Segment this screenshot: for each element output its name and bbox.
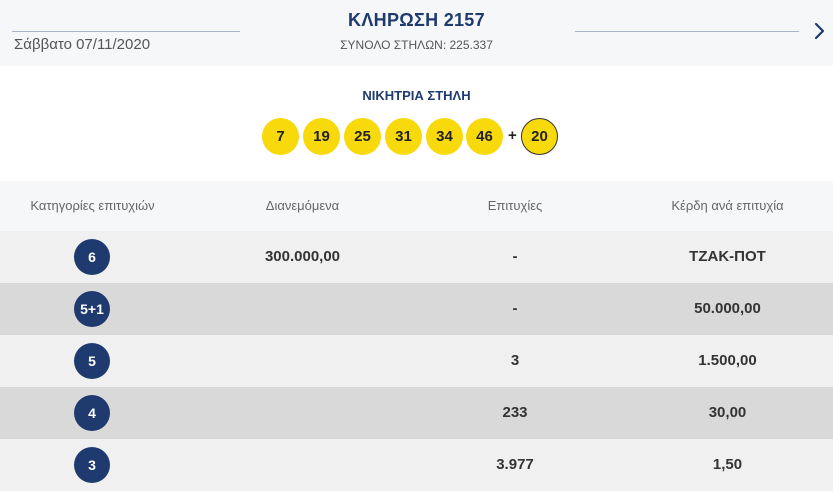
prize-table: Κατηγορίες επιτυχιών Διανεμόμενα Επιτυχί… [0, 181, 833, 491]
number-ball: 31 [385, 118, 422, 155]
winners-value: 3.977 [496, 456, 534, 473]
number-ball: 34 [426, 118, 463, 155]
prize-value: 50.000,00 [694, 300, 761, 317]
draw-header: ΚΛΗΡΩΣΗ 2157 Σάββατο 07/11/2020 ΣΥΝΟΛΟ Σ… [0, 0, 833, 66]
category-badge: 3 [74, 447, 110, 483]
header-divider-right [575, 31, 799, 32]
category-badge: 6 [74, 239, 110, 275]
header-prize: Κέρδη ανά επιτυχία [671, 198, 784, 213]
number-ball: 19 [303, 118, 340, 155]
table-row: 6 300.000,00 - ΤΖΑΚ-ΠΟΤ [0, 231, 833, 283]
prize-value: 1.500,00 [698, 352, 757, 369]
table-row: 4 233 30,00 [0, 387, 833, 439]
winners-value: 3 [510, 352, 520, 369]
table-row: 5 3 1.500,00 [0, 335, 833, 387]
category-badge: 4 [74, 395, 110, 431]
prize-value: ΤΖΑΚ-ΠΟΤ [689, 248, 766, 265]
draw-title: ΚΛΗΡΩΣΗ 2157 [348, 10, 485, 30]
draw-date: Σάββατο 07/11/2020 [14, 36, 151, 53]
winning-column-title: ΝΙΚΗΤΡΙΑ ΣΤΗΛΗ [362, 88, 471, 103]
header-distributed: Διανεμόμενα [265, 198, 340, 213]
plus-sign: + [508, 127, 517, 144]
number-ball: 7 [262, 118, 299, 155]
header-categories: Κατηγορίες επιτυχιών [30, 198, 155, 213]
table-row: 5+1 - 50.000,00 [0, 283, 833, 335]
distributed-value: 300.000,00 [264, 248, 341, 265]
table-header: Κατηγορίες επιτυχιών Διανεμόμενα Επιτυχί… [0, 181, 833, 231]
prize-value: 1,50 [712, 456, 743, 473]
header-winners: Επιτυχίες [487, 198, 543, 213]
chevron-right-icon[interactable] [812, 20, 828, 42]
winners-value: 233 [502, 404, 528, 421]
category-badge: 5 [74, 343, 110, 379]
table-row: 3 3.977 1,50 [0, 439, 833, 491]
header-divider-left [12, 31, 240, 32]
prize-value: 30,00 [708, 404, 747, 421]
number-ball: 25 [344, 118, 381, 155]
winners-value: - [512, 248, 518, 265]
winning-numbers: 7 19 25 31 34 46 + 20 [0, 118, 833, 156]
category-badge: 5+1 [74, 291, 110, 327]
total-columns: ΣΥΝΟΛΟ ΣΤΗΛΩΝ: 225.337 [340, 38, 493, 52]
bonus-ball: 20 [521, 118, 558, 155]
number-ball: 46 [466, 118, 503, 155]
winners-value: - [512, 300, 518, 317]
